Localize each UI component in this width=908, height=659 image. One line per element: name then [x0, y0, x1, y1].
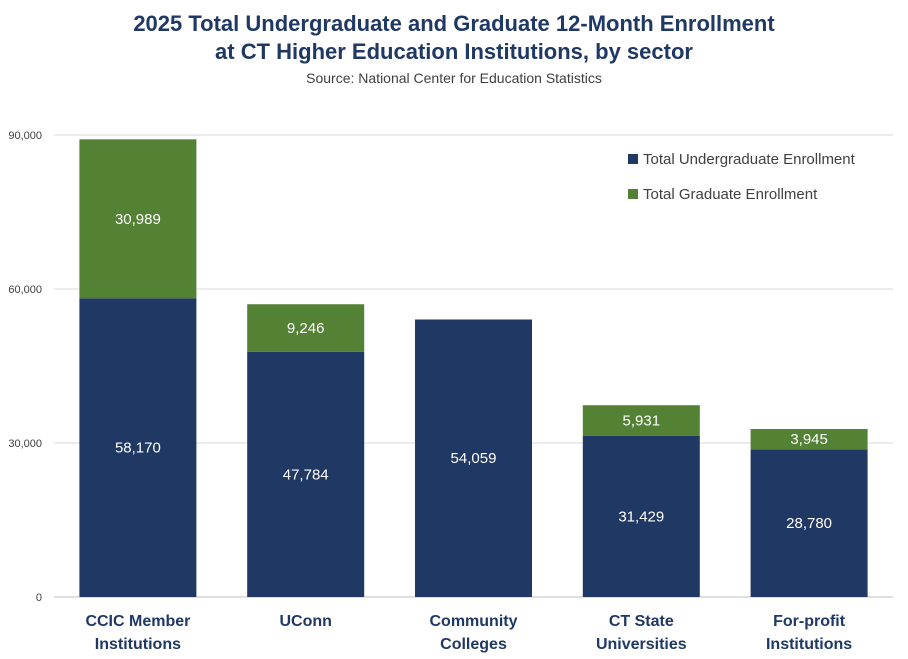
chart-title-line-1: 2025 Total Undergraduate and Graduate 12…: [133, 11, 775, 36]
bar-graduate: [582, 405, 700, 436]
x-category-label: Universities: [596, 636, 687, 653]
y-tick-label: 60,000: [8, 284, 42, 296]
bar-undergraduate: [415, 319, 532, 597]
data-label: 47,784: [283, 466, 329, 483]
x-category-label: Institutions: [766, 636, 852, 653]
legend-label: Total Undergraduate Enrollment: [643, 151, 856, 168]
legend-swatch: [628, 189, 638, 199]
bar-undergraduate: [247, 351, 365, 597]
x-category-label: Colleges: [440, 636, 507, 653]
y-tick-label: 30,000: [8, 438, 42, 450]
y-tick-label: 0: [36, 592, 42, 604]
x-category-label: Community: [430, 613, 518, 630]
x-category-label: CCIC Member: [85, 613, 190, 630]
data-label: 31,429: [618, 508, 664, 525]
chart-subtitle: Source: National Center for Education St…: [306, 70, 602, 86]
data-label: 54,059: [451, 450, 497, 467]
data-label: 30,989: [115, 211, 161, 228]
y-tick-label: 90,000: [8, 130, 42, 142]
x-category-label: Institutions: [95, 636, 181, 653]
chart-title: 2025 Total Undergraduate and Graduate 12…: [0, 10, 908, 66]
data-label: 9,246: [287, 320, 325, 337]
legend-swatch: [628, 154, 638, 164]
data-label: 5,931: [623, 412, 661, 429]
bar-undergraduate: [750, 449, 868, 597]
x-category-label: For-profit: [773, 613, 846, 630]
legend-label: Total Graduate Enrollment: [643, 186, 818, 203]
chart-title-line-2: at CT Higher Education Institutions, by …: [215, 39, 693, 64]
data-label: 28,780: [786, 515, 832, 532]
data-label: 58,170: [115, 440, 161, 457]
bar-graduate: [79, 139, 197, 299]
x-category-label: CT State: [609, 613, 674, 630]
bar-undergraduate: [79, 298, 197, 597]
bar-undergraduate: [582, 435, 700, 597]
bar-graduate: [247, 304, 365, 352]
x-category-label: UConn: [279, 613, 331, 630]
bar-graduate: [750, 429, 868, 450]
data-label: 3,945: [790, 431, 828, 448]
